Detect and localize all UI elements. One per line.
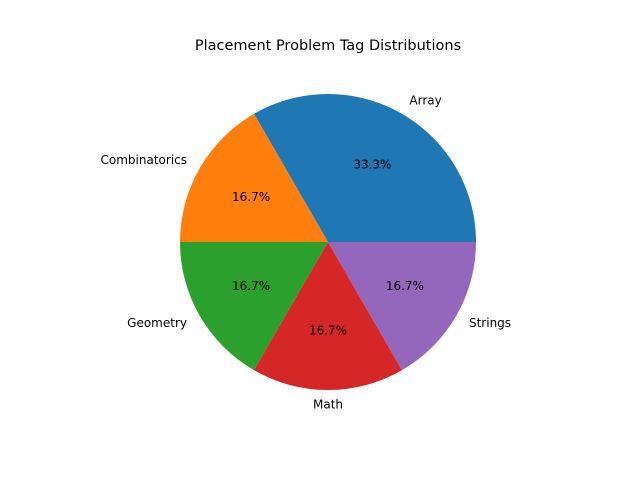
pie-slice-array — [254, 94, 476, 242]
pie-slice-strings — [328, 242, 476, 371]
slice-percent-geometry: 16.7% — [232, 279, 270, 293]
slice-label-strings: Strings — [469, 316, 511, 330]
slice-label-geometry: Geometry — [127, 316, 187, 330]
slice-label-array: Array — [409, 94, 441, 108]
pie-slice-math — [254, 242, 402, 390]
pie-slices — [180, 94, 476, 390]
slice-label-math: Math — [313, 397, 343, 411]
chart-title: Placement Problem Tag Distributions — [195, 38, 461, 54]
pie-slice-geometry — [180, 242, 328, 371]
slice-percent-combinatorics: 16.7% — [232, 190, 270, 204]
slice-percent-math: 16.7% — [309, 323, 347, 337]
pie-slice-combinatorics — [180, 113, 328, 242]
slice-label-combinatorics: Combinatorics — [101, 153, 187, 167]
slice-percent-strings: 16.7% — [386, 279, 424, 293]
slice-percent-array: 33.3% — [353, 158, 391, 172]
pie-labels: Array 33.3% Combinatorics 16.7% Geometry 16.7… — [101, 94, 512, 412]
